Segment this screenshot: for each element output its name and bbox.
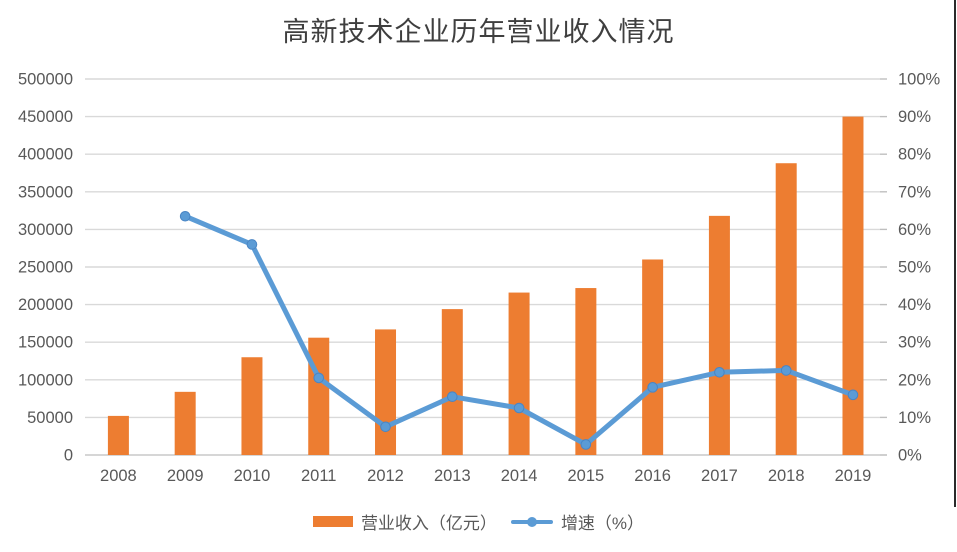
growth-marker-2017 bbox=[714, 366, 725, 378]
right-axis-tick-label: 40% bbox=[898, 296, 931, 314]
x-axis-category-label: 2018 bbox=[768, 467, 805, 485]
bar-2019 bbox=[842, 116, 864, 455]
growth-marker-2010 bbox=[246, 239, 258, 250]
left-axis-tick-label: 0 bbox=[64, 447, 73, 465]
right-axis-tick-label: 80% bbox=[898, 146, 931, 164]
growth-marker-2014 bbox=[513, 402, 525, 414]
right-axis-tick-label: 50% bbox=[898, 259, 931, 277]
right-axis-tick-label: 70% bbox=[898, 183, 931, 201]
right-axis-tick-label: 30% bbox=[898, 334, 931, 352]
left-axis-tick-label: 150000 bbox=[18, 334, 73, 352]
left-axis-tick-label: 500000 bbox=[18, 71, 73, 89]
x-axis-category-label: 2011 bbox=[301, 467, 336, 485]
growth-marker-2015 bbox=[580, 439, 592, 450]
bar-2011 bbox=[308, 337, 330, 455]
legend-label-revenue: 营业收入（亿元） bbox=[360, 514, 497, 533]
bar-2018 bbox=[775, 163, 797, 455]
x-axis-category-label: 2016 bbox=[634, 467, 671, 485]
right-axis-tick-label: 0% bbox=[898, 447, 922, 465]
bar-2015 bbox=[575, 288, 597, 455]
legend-item-growth: 增速（%） bbox=[510, 509, 645, 534]
right-axis-tick-label: 100% bbox=[898, 71, 941, 89]
growth-marker-2011 bbox=[313, 372, 325, 384]
x-axis-category-label: 2009 bbox=[167, 467, 204, 485]
bar-2014 bbox=[508, 292, 530, 455]
growth-marker-2018 bbox=[780, 365, 792, 376]
x-axis-category-label: 2019 bbox=[835, 467, 872, 485]
right-axis-tick-label: 20% bbox=[898, 371, 931, 389]
x-axis-category-label: 2015 bbox=[568, 467, 605, 485]
left-axis-tick-label: 450000 bbox=[18, 108, 73, 126]
left-axis-tick-label: 250000 bbox=[18, 259, 73, 277]
x-axis-category-label: 2012 bbox=[367, 467, 404, 485]
left-axis-tick-label: 400000 bbox=[18, 146, 73, 164]
bar-2016 bbox=[642, 259, 664, 455]
bar-2013 bbox=[441, 309, 463, 455]
legend-item-revenue: 营业收入（亿元） bbox=[312, 509, 497, 534]
chart-legend: 营业收入（亿元） 增速（%） bbox=[0, 509, 957, 534]
bar-2009 bbox=[174, 391, 196, 455]
growth-marker-2009 bbox=[179, 210, 191, 222]
growth-marker-2016 bbox=[647, 382, 658, 393]
left-axis-tick-label: 50000 bbox=[27, 409, 73, 427]
legend-bar-swatch-icon bbox=[312, 516, 353, 527]
left-axis-tick-label: 100000 bbox=[18, 371, 73, 389]
growth-marker-2013 bbox=[447, 391, 458, 403]
right-axis-tick-label: 10% bbox=[898, 409, 931, 427]
bar-2008 bbox=[107, 415, 129, 455]
window-edge-line bbox=[954, 0, 956, 507]
left-axis-tick-label: 350000 bbox=[18, 183, 73, 201]
bar-2010 bbox=[241, 357, 263, 455]
right-axis-tick-label: 60% bbox=[898, 221, 931, 239]
right-axis-tick-label: 90% bbox=[898, 108, 931, 126]
x-axis-category-label: 2010 bbox=[234, 467, 271, 485]
x-axis-category-label: 2014 bbox=[501, 467, 538, 485]
left-axis-tick-label: 200000 bbox=[18, 296, 73, 314]
left-axis-tick-label: 300000 bbox=[18, 221, 73, 239]
bar-2012 bbox=[375, 329, 397, 455]
growth-marker-2012 bbox=[380, 421, 391, 433]
growth-marker-2019 bbox=[847, 389, 859, 401]
legend-line-swatch-icon bbox=[510, 516, 553, 527]
legend-label-growth: 增速（%） bbox=[560, 514, 645, 533]
chart-title: 高新技术企业历年营业收入情况 bbox=[282, 17, 675, 48]
bar-2017 bbox=[708, 215, 730, 455]
x-axis-category-label: 2013 bbox=[434, 467, 471, 485]
x-axis-category-label: 2008 bbox=[100, 467, 137, 485]
x-axis-category-label: 2017 bbox=[701, 467, 738, 485]
